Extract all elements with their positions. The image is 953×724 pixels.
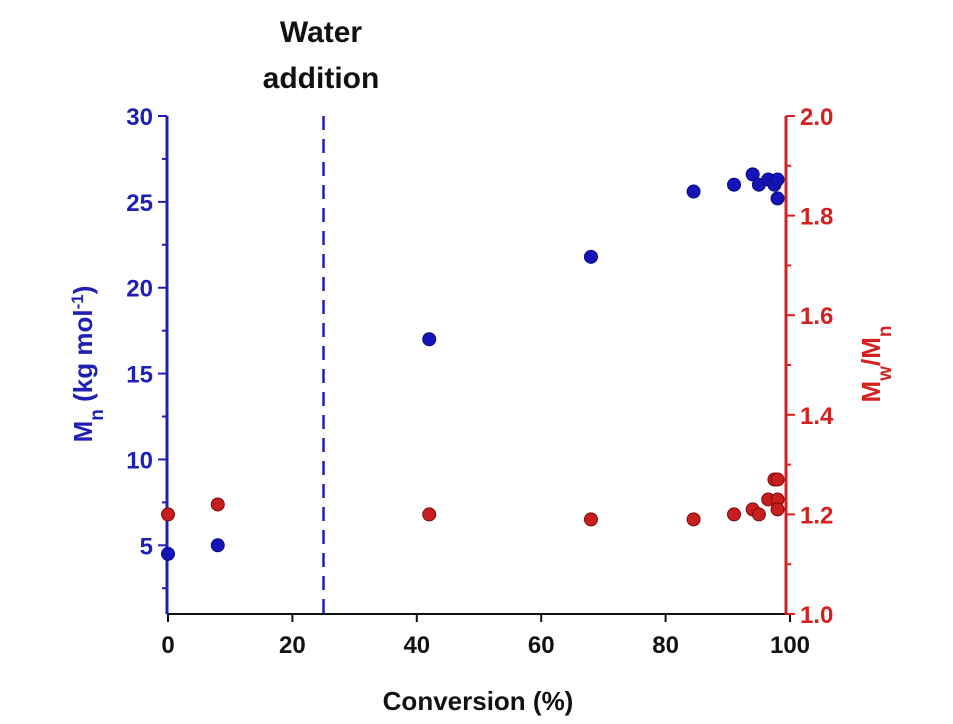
mn-point-6 — [745, 167, 760, 182]
left-tick-label-0: 5 — [140, 533, 153, 560]
dispersity-point-4 — [686, 512, 701, 527]
left-axis-title: Mn (kg mol-1) — [68, 286, 108, 443]
dispersity-point-1 — [210, 497, 225, 512]
left-tick-label-1: 10 — [126, 447, 153, 474]
right-axis-title: Mw/Mn — [856, 326, 896, 403]
mn-point-5 — [727, 177, 742, 192]
x-axis-title: Conversion (%) — [383, 686, 574, 716]
dispersity-point-2 — [422, 507, 437, 522]
left-tick-label-3: 20 — [126, 276, 153, 303]
right-tick-label-4: 1.8 — [800, 204, 833, 231]
left-axis-title-rest: (kg mol — [68, 309, 98, 409]
dispersity-point-3 — [583, 512, 598, 527]
mn-point-0 — [161, 546, 175, 561]
left-tick-label-2: 15 — [126, 362, 153, 389]
right-tick-label-1: 1.2 — [800, 502, 833, 529]
annotation-line2: addition — [263, 62, 380, 95]
dispersity-point-0 — [161, 507, 175, 522]
right-tick-label-5: 2.0 — [800, 104, 833, 131]
mn-point-4 — [686, 184, 701, 199]
mn-point-3 — [583, 249, 598, 264]
x-tick-label-4: 80 — [652, 632, 679, 659]
right-axis-title-base: M — [856, 381, 886, 403]
dispersity-point-7 — [751, 507, 766, 522]
right-tick-label-2: 1.4 — [800, 403, 834, 430]
x-tick-label-0: 0 — [161, 632, 174, 659]
right-axis-title-sub2: n — [875, 326, 896, 338]
left-axis-title-sup: -1 — [68, 294, 87, 309]
dispersity-point-5 — [727, 507, 742, 522]
left-axis-title-sub: n — [87, 409, 108, 421]
left-axis-title-base: M — [68, 421, 98, 443]
dispersity-point-12 — [770, 502, 785, 517]
dispersity-point-10 — [770, 472, 785, 487]
mn-point-11 — [770, 191, 785, 206]
x-tick-label-1: 20 — [279, 632, 306, 659]
marks-layer — [161, 167, 785, 561]
right-tick-label-0: 1.0 — [800, 602, 833, 629]
mn-point-2 — [422, 332, 437, 347]
left-axis-title-close: ) — [68, 286, 98, 295]
mn-point-10 — [770, 172, 785, 187]
x-tick-label-2: 40 — [403, 632, 430, 659]
left-tick-label-4: 25 — [126, 190, 153, 217]
right-tick-label-3: 1.6 — [800, 303, 833, 330]
mn-point-1 — [210, 538, 225, 553]
x-tick-label-5: 100 — [770, 632, 810, 659]
x-tick-label-3: 60 — [528, 632, 555, 659]
right-axis-title-sub1: w — [875, 366, 896, 382]
left-tick-label-5: 30 — [126, 104, 153, 131]
axes-layer: 0 20 40 60 80 100 5 10 15 20 25 30 1.0 1.2 1.4 1.6 1.8 2.… — [126, 104, 834, 659]
right-axis-title-mid: /M — [856, 337, 886, 366]
annotation-line1: Water — [280, 16, 363, 49]
